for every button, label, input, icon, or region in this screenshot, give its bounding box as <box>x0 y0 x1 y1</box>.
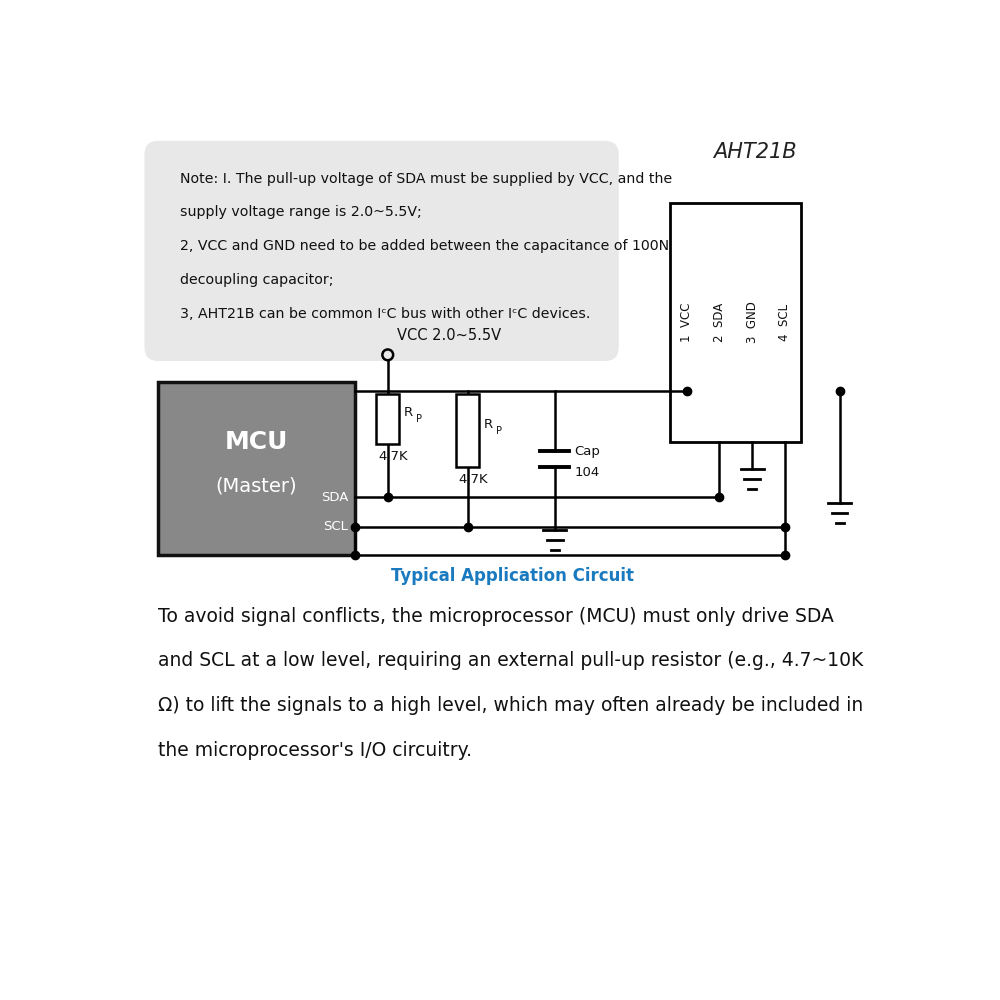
Text: SDA: SDA <box>321 491 348 504</box>
Text: Note: I. The pull-up voltage of SDA must be supplied by VCC, and the: Note: I. The pull-up voltage of SDA must… <box>180 172 672 186</box>
Text: R: R <box>484 418 493 431</box>
Text: 3  GND: 3 GND <box>746 302 759 343</box>
Bar <box>670 203 801 442</box>
Text: 1  VCC: 1 VCC <box>680 303 693 342</box>
Text: To avoid signal conflicts, the microprocessor (MCU) must only drive SDA: To avoid signal conflicts, the microproc… <box>158 607 834 626</box>
Text: Typical Application Circuit: Typical Application Circuit <box>391 567 634 585</box>
Text: 104: 104 <box>574 466 599 479</box>
Text: P: P <box>496 426 502 436</box>
Text: 2, VCC and GND need to be added between the capacitance of 100NF: 2, VCC and GND need to be added between … <box>180 239 677 253</box>
Text: AHT21B: AHT21B <box>713 142 796 162</box>
Text: P: P <box>416 414 422 424</box>
Text: 4.7K: 4.7K <box>459 473 488 486</box>
Text: R: R <box>404 406 413 419</box>
Bar <box>456 394 479 467</box>
Text: 4.7K: 4.7K <box>379 450 408 463</box>
Text: and SCL at a low level, requiring an external pull-up resistor (e.g., 4.7~10K: and SCL at a low level, requiring an ext… <box>158 651 864 670</box>
Text: SCL: SCL <box>324 520 348 533</box>
Text: VCC 2.0~5.5V: VCC 2.0~5.5V <box>397 328 501 343</box>
Text: the microprocessor's I/O circuitry.: the microprocessor's I/O circuitry. <box>158 741 472 760</box>
Bar <box>158 382 355 555</box>
Text: 4  SCL: 4 SCL <box>778 304 791 341</box>
Text: decoupling capacitor;: decoupling capacitor; <box>180 273 333 287</box>
Text: Ω) to lift the signals to a high level, which may often already be included in: Ω) to lift the signals to a high level, … <box>158 696 864 715</box>
Text: 2  SDA: 2 SDA <box>713 303 726 342</box>
Text: supply voltage range is 2.0~5.5V;: supply voltage range is 2.0~5.5V; <box>180 205 422 219</box>
Text: (Master): (Master) <box>216 476 297 495</box>
Text: MCU: MCU <box>225 430 288 454</box>
Text: Cap: Cap <box>574 445 600 458</box>
Bar <box>376 394 399 444</box>
Text: 3, AHT21B can be common IᶜC bus with other IᶜC devices.: 3, AHT21B can be common IᶜC bus with oth… <box>180 307 590 321</box>
FancyBboxPatch shape <box>144 141 619 361</box>
